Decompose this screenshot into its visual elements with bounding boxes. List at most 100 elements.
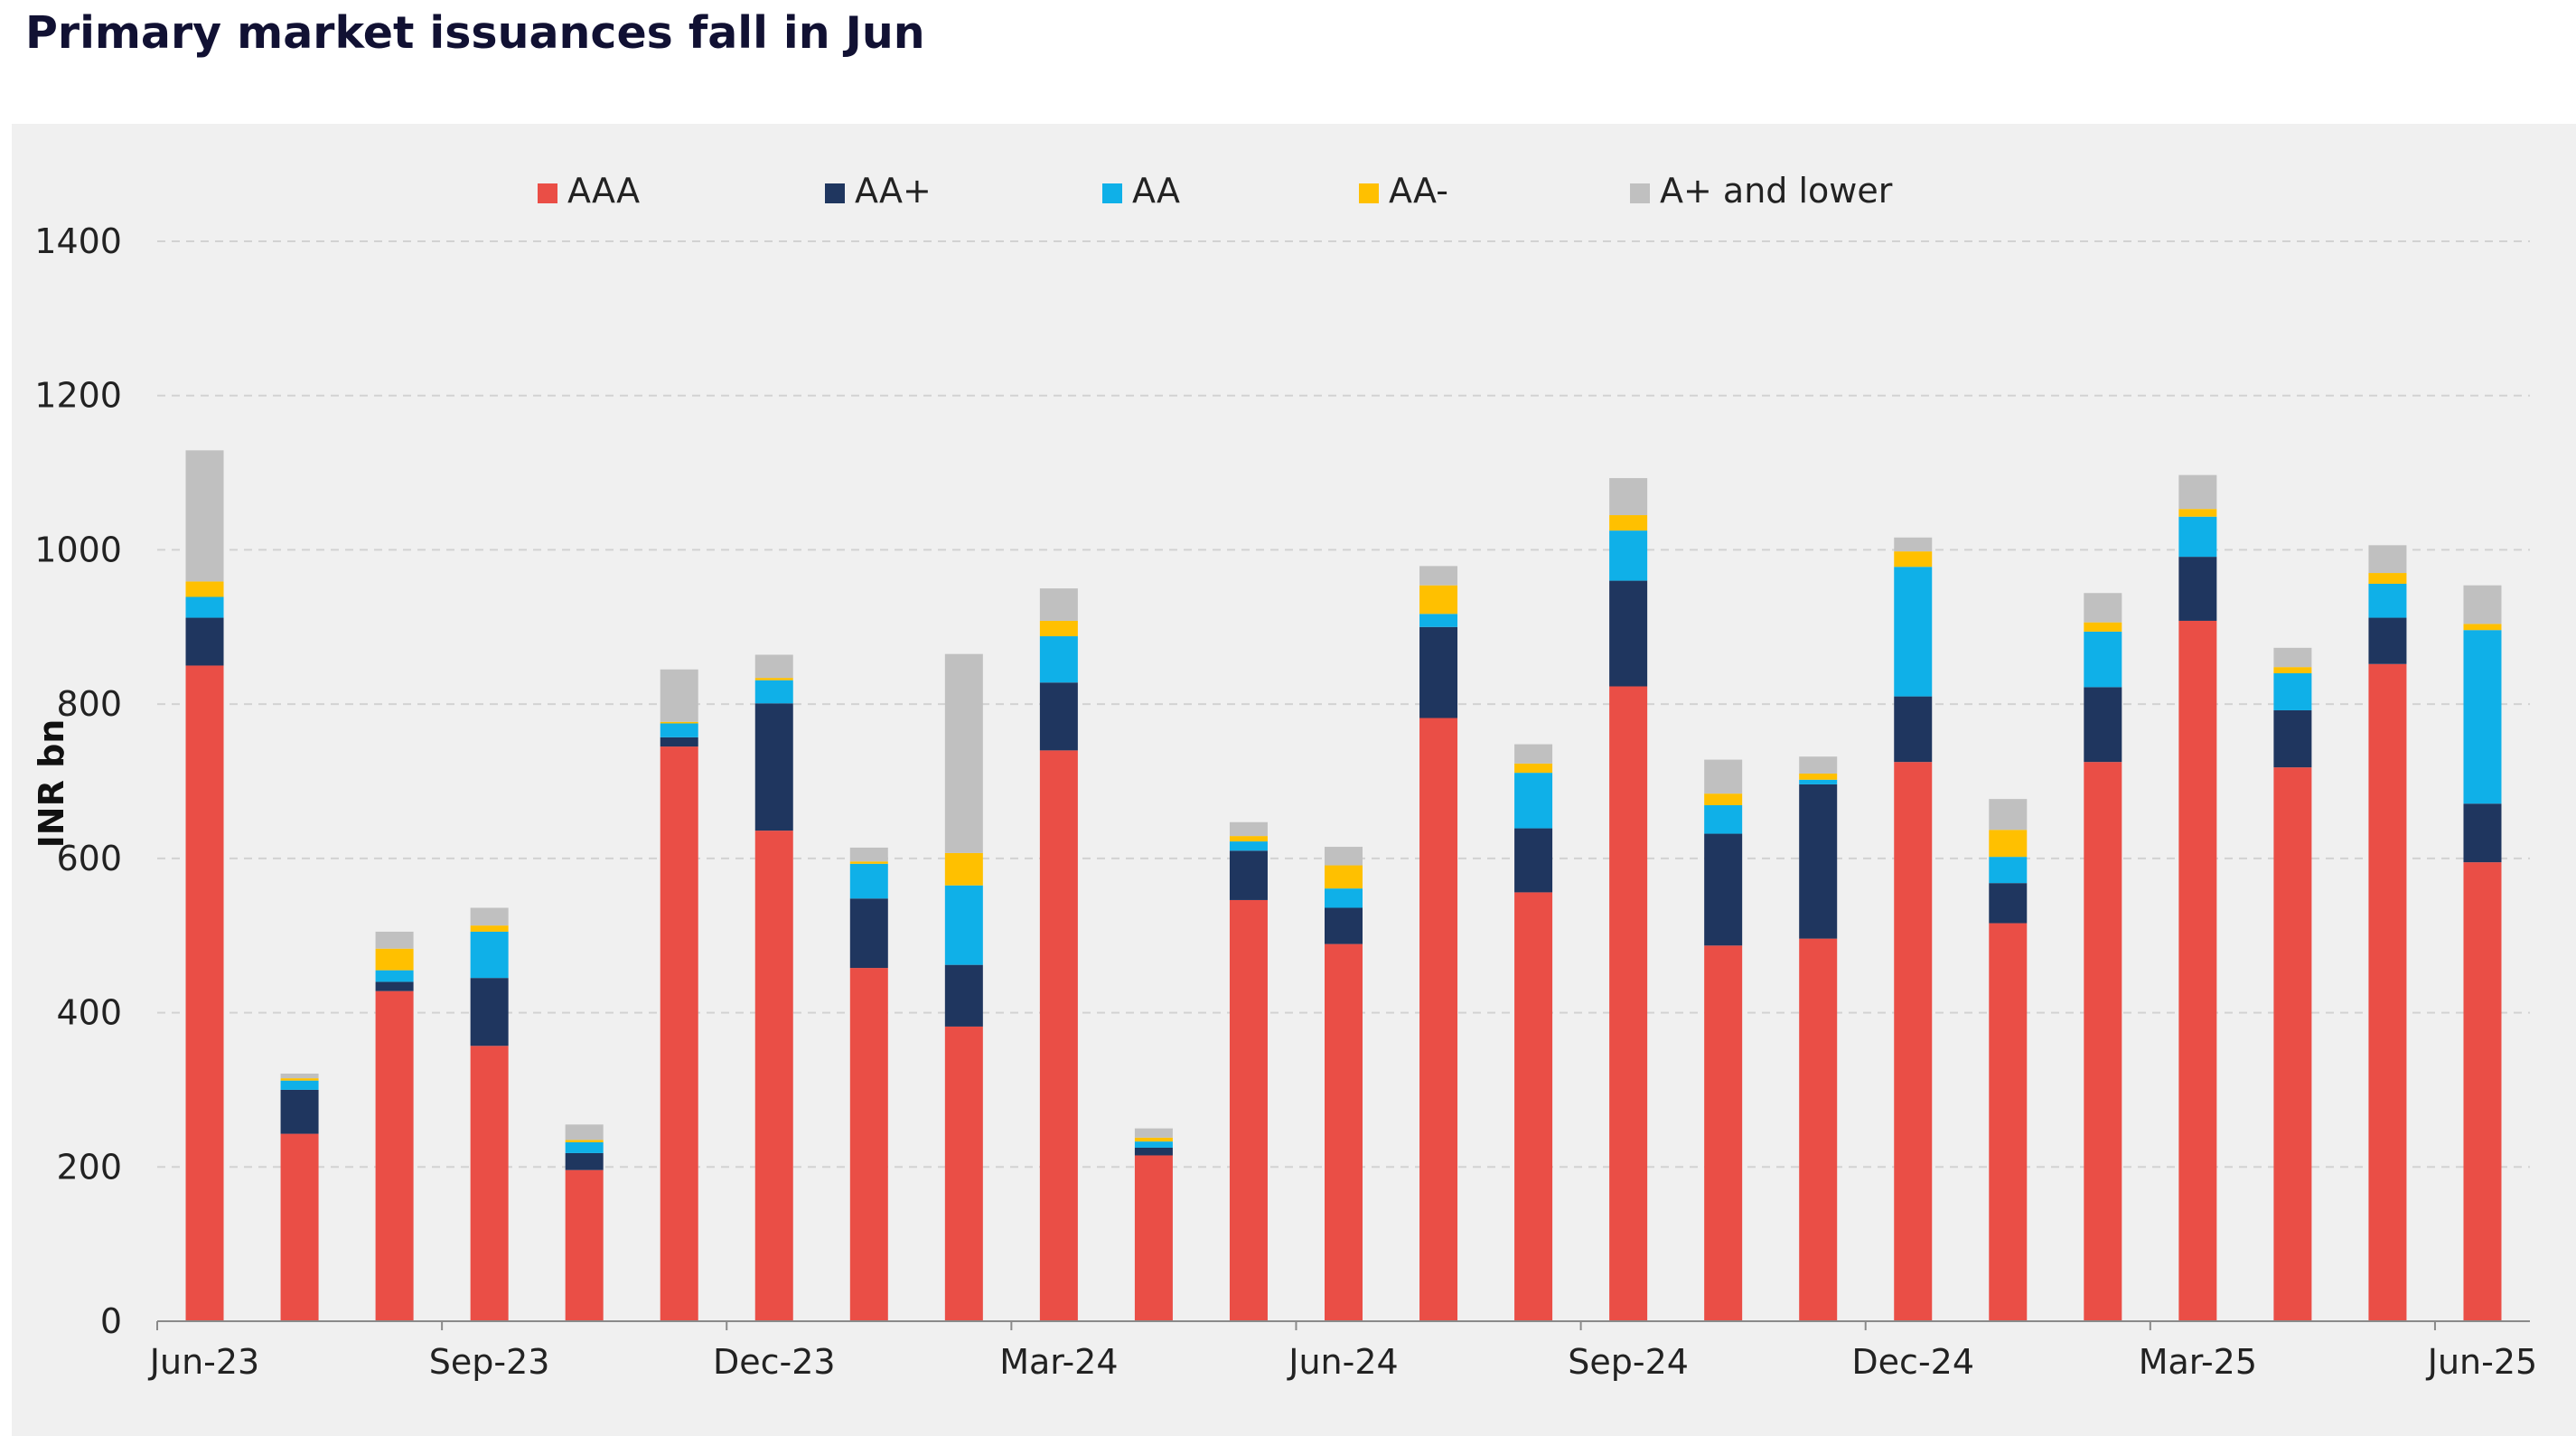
x-tick-label: Dec-23 (713, 1342, 836, 1382)
bar-segment (660, 737, 698, 747)
bar-segment (1894, 696, 1933, 763)
bar-segment (754, 703, 793, 831)
y-tick-label: 600 (56, 839, 122, 878)
bar-segment (2368, 663, 2407, 1321)
bar-segment (754, 680, 793, 704)
bar-segment (280, 1133, 319, 1321)
bar-segment (2178, 516, 2217, 558)
bar-segment (2368, 617, 2407, 664)
bar-segment (1419, 585, 1458, 615)
bar-segment (2178, 474, 2217, 510)
bar-segment (660, 723, 698, 737)
bar-segment (2084, 622, 2122, 632)
bar-segment (1894, 537, 1933, 552)
bar-segment (2463, 624, 2502, 631)
bar-segment (2463, 585, 2502, 624)
x-tick-label: Dec-24 (1851, 1342, 1974, 1382)
bar-segment (565, 1141, 604, 1153)
y-tick-label: 200 (56, 1147, 122, 1187)
legend-label: AA+ (855, 171, 932, 211)
bar-segment (1514, 828, 1553, 893)
bar-segment (1704, 833, 1743, 946)
bar-segment (660, 746, 698, 1321)
bar-segment (470, 907, 509, 926)
bar-segment (565, 1152, 604, 1170)
bar-segment (375, 981, 414, 991)
bar-segment (1039, 682, 1078, 751)
bar-segment (1609, 530, 1648, 581)
bar-segment (1039, 750, 1078, 1321)
bar-segment (1229, 821, 1268, 837)
chart-panel: 0 200 400 600 800 1000 1200 1400 Jun-23 Sep-23 Dec… (12, 124, 2576, 1436)
bar-segment (185, 596, 224, 618)
bar-segment (565, 1140, 604, 1142)
bar-segment (1704, 759, 1743, 794)
bar-segment (375, 948, 414, 971)
bar-segment (1514, 892, 1553, 1321)
bar-segment (2463, 630, 2502, 804)
bar-segment (2273, 709, 2312, 768)
x-tick-label: Mar-25 (2139, 1342, 2257, 1382)
bar-segment (1419, 566, 1458, 586)
bar-segment (1419, 718, 1458, 1321)
x-tick-label: Sep-23 (429, 1342, 550, 1382)
bar-segment (2178, 557, 2217, 621)
bar-segment (1134, 1141, 1173, 1148)
bar-segment (1704, 945, 1743, 1321)
bar-segment (660, 721, 698, 724)
bar-segment (280, 1078, 319, 1081)
y-tick-label: 400 (56, 993, 122, 1033)
bar-segment (1894, 567, 1933, 697)
legend: AAA AA+ AA AA- A+ and lower (538, 171, 1893, 211)
bar-segment (1894, 762, 1933, 1321)
bar-segment (2273, 673, 2312, 710)
bar-segment (944, 885, 983, 965)
bar-segment (1419, 626, 1458, 718)
bar-segment (1229, 899, 1268, 1321)
bar-segment (2084, 687, 2122, 763)
bar-segment (1799, 779, 1838, 784)
bar-segment (2178, 620, 2217, 1321)
bar-segment (1514, 744, 1553, 764)
y-tick-label: 1000 (34, 530, 122, 569)
x-tick-label: Mar-24 (999, 1342, 1118, 1382)
bar-segment (849, 861, 888, 864)
bar-segment (2273, 647, 2312, 668)
bar-segment (1989, 883, 2028, 924)
legend-swatch (538, 183, 557, 203)
bar-segment (2368, 573, 2407, 584)
bar-segment (849, 968, 888, 1321)
bar-segment (2463, 803, 2502, 863)
bar-segment (754, 654, 793, 679)
bar-segment (280, 1080, 319, 1090)
legend-label: AAA (567, 171, 640, 211)
bar-segment (2273, 767, 2312, 1321)
bar-segment (470, 1046, 509, 1321)
x-tick-label: Sep-24 (1568, 1342, 1689, 1382)
bar-segment (1514, 773, 1553, 829)
bar-segment (1704, 804, 1743, 834)
bar-segment (1609, 478, 1648, 516)
y-axis-label: INR bn (32, 719, 71, 849)
bar-segment (1894, 551, 1933, 568)
bar-segment (849, 863, 888, 899)
bar-segment (754, 831, 793, 1321)
bar-segment (470, 978, 509, 1046)
legend-swatch (1630, 183, 1650, 203)
bar-segment (375, 970, 414, 982)
bar-segment (185, 617, 224, 666)
bar-segment (1134, 1137, 1173, 1142)
bar-segment (1039, 588, 1078, 621)
bar-segment (660, 669, 698, 722)
x-tick-label: Jun-24 (1287, 1342, 1398, 1382)
x-tick-label: Jun-23 (148, 1342, 259, 1382)
bar-segment (1799, 756, 1838, 774)
bar-segment (1609, 686, 1648, 1321)
axes: 0 200 400 600 800 1000 1200 1400 Jun-23 Sep-23 Dec… (34, 221, 2537, 1382)
bar-segment (470, 931, 509, 979)
bar-segment (1989, 923, 2028, 1321)
legend-swatch (825, 183, 845, 203)
bar-segment (1134, 1128, 1173, 1138)
bar-segment (2178, 509, 2217, 517)
bar-segment (754, 678, 793, 680)
